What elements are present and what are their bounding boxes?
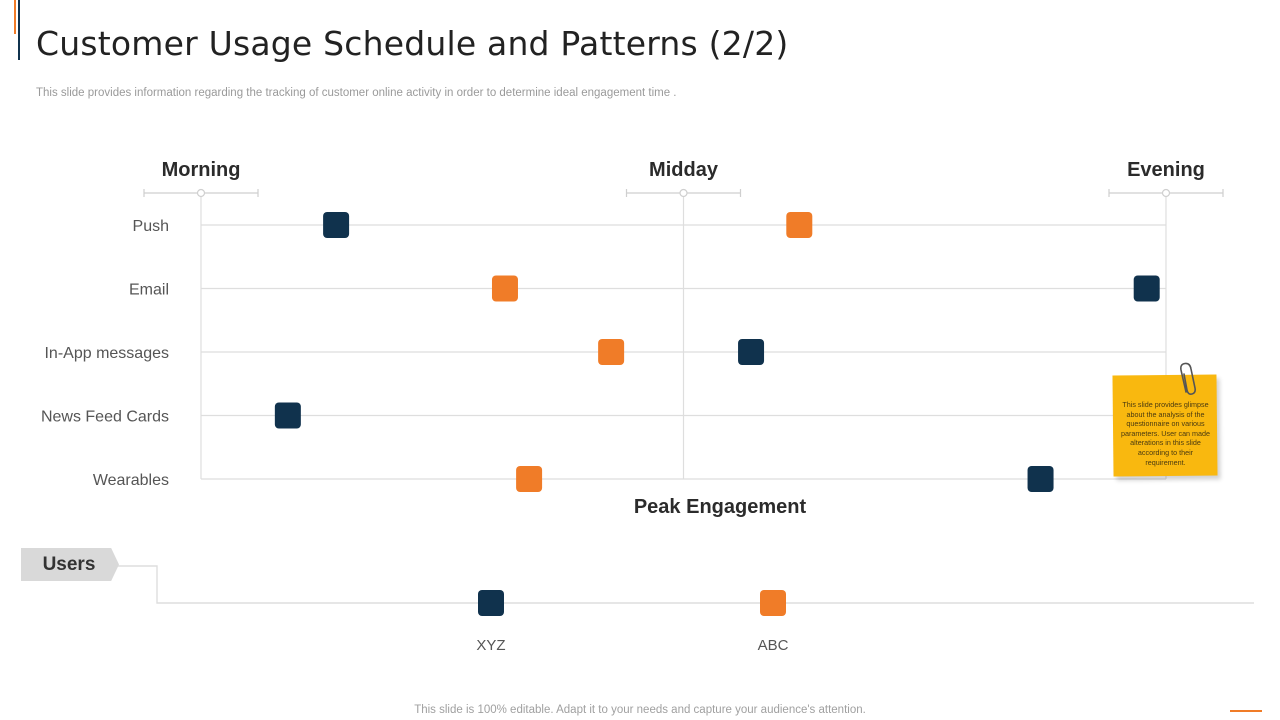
page-subtitle: This slide provides information regardin… — [36, 87, 677, 99]
data-point-abc-push — [786, 212, 813, 238]
users-legend-label: ABC — [758, 637, 789, 654]
title-accent-orange — [14, 0, 16, 34]
tick-marker — [1161, 188, 1171, 198]
users-tag — [21, 548, 119, 581]
users-legend-marker — [478, 590, 504, 616]
page-title: Customer Usage Schedule and Patterns (2/… — [36, 24, 789, 63]
data-point-xyz-email — [1133, 275, 1160, 302]
x-tick-label: Morning — [162, 159, 241, 181]
row-label: In-App messages — [44, 345, 169, 362]
paperclip-icon — [1180, 362, 1196, 395]
row-label: Push — [133, 218, 169, 235]
sticky-note-text: This slide provides glimpse about the an… — [1120, 400, 1211, 467]
data-point-abc-wearables — [516, 466, 543, 492]
title-accent-navy — [18, 0, 20, 60]
data-point-xyz-push — [323, 212, 350, 238]
footer-note: This slide is 100% editable. Adapt it to… — [414, 704, 866, 716]
x-axis-label: Peak Engagement — [634, 496, 807, 518]
users-legend-marker — [760, 590, 786, 616]
data-point-abc-in-app-messages — [598, 339, 625, 365]
users-connector-line — [118, 565, 1254, 604]
data-point-abc-email — [491, 275, 518, 302]
footer-accent — [1230, 710, 1262, 712]
row-label: Wearables — [93, 472, 169, 489]
x-tick-label: Evening — [1127, 159, 1205, 181]
row-label: Email — [129, 282, 169, 299]
users-legend-label: XYZ — [476, 637, 505, 654]
tick-marker — [196, 188, 206, 198]
x-tick-label: Midday — [649, 159, 719, 181]
data-point-xyz-wearables — [1027, 466, 1054, 492]
tick-marker — [679, 188, 688, 198]
data-point-xyz-news-feed-cards — [274, 402, 301, 429]
users-label: Users — [42, 554, 96, 575]
data-point-xyz-in-app-messages — [738, 339, 765, 365]
row-label: News Feed Cards — [41, 409, 169, 426]
